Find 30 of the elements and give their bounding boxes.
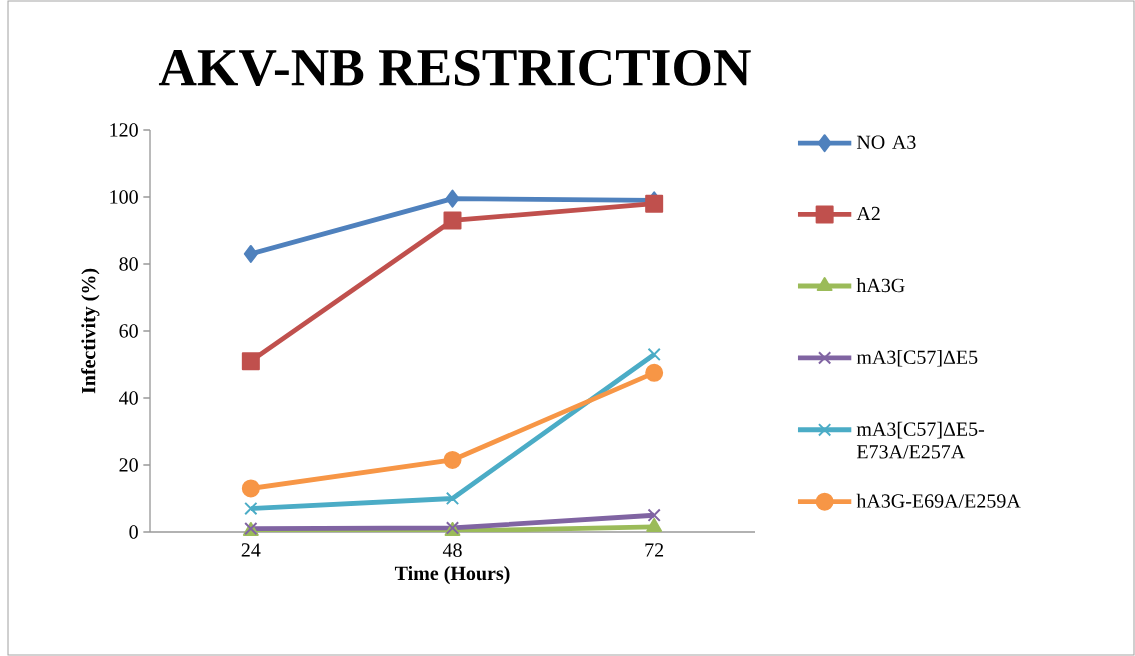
point — [243, 244, 258, 263]
point — [241, 479, 260, 498]
point — [443, 211, 462, 230]
x-tick-label: 72 — [645, 543, 664, 557]
point — [443, 450, 462, 469]
point — [645, 363, 664, 382]
point — [647, 347, 661, 362]
legend-label: mA3[C57]ΔE5-E73A/E257A — [856, 421, 985, 459]
y-tick-label: 60 — [119, 324, 138, 338]
y-tick-label: 100 — [110, 190, 138, 204]
point — [244, 501, 258, 516]
point — [445, 491, 460, 506]
y-tick-label: 120 — [110, 123, 138, 137]
point — [445, 189, 460, 208]
y-tick-label: 80 — [119, 257, 138, 271]
legend-label: hA3G — [856, 278, 905, 293]
legend-label: NO A3 — [856, 135, 916, 150]
chart-title: AKV-NB RESTRICTION — [158, 49, 751, 87]
x-tick-label: 48 — [442, 543, 462, 557]
legend-label: A2 — [856, 206, 880, 221]
x-axis-title: Time (Hours) — [394, 566, 510, 585]
y-tick-label: 0 — [129, 525, 138, 539]
legend-label: mA3[C57]ΔE5 — [856, 349, 978, 367]
legend-label: hA3G-E69A/E259A — [856, 493, 1021, 508]
x-tick-label: 24 — [241, 543, 261, 557]
y-tick-label: 20 — [119, 458, 138, 472]
point — [647, 508, 661, 522]
y-axis-title: Infectivity (%) — [81, 268, 100, 394]
point — [241, 352, 260, 371]
y-tick-label: 40 — [119, 391, 138, 405]
